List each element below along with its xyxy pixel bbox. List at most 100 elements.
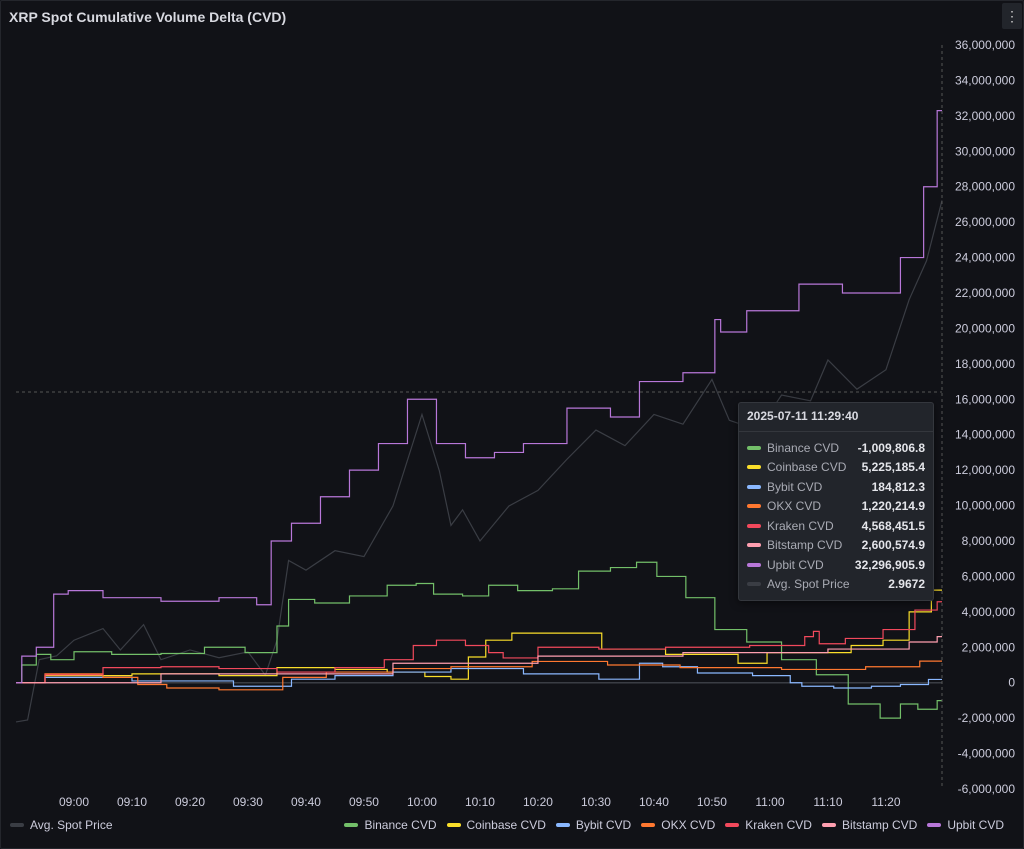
x-tick-label: 10:00 xyxy=(407,795,437,809)
legend-label: Binance CVD xyxy=(364,818,437,832)
series-swatch xyxy=(747,582,761,587)
y-tick-label: 34,000,000 xyxy=(955,73,1015,87)
x-tick-label: 10:40 xyxy=(639,795,669,809)
y-tick-label: 10,000,000 xyxy=(955,499,1015,513)
x-tick-label: 10:30 xyxy=(581,795,611,809)
tooltip-series-value: 2,600,574.9 xyxy=(861,538,925,553)
y-tick-label: 32,000,000 xyxy=(955,109,1015,123)
tooltip-series-name: Coinbase CVD xyxy=(767,460,847,475)
tooltip-row: Binance CVD -1,009,806.8 xyxy=(739,438,933,458)
series-swatch xyxy=(747,504,761,509)
tooltip-series-name: Bybit CVD xyxy=(767,479,823,494)
y-tick-label: 14,000,000 xyxy=(955,428,1015,442)
x-tick-label: 09:00 xyxy=(59,795,89,809)
y-tick-label: 36,000,000 xyxy=(955,38,1015,52)
legend-swatch xyxy=(446,823,461,827)
series-line-okx-cvd xyxy=(16,660,942,691)
tooltip-series-name: OKX CVD xyxy=(767,499,822,514)
legend-label: Bitstamp CVD xyxy=(841,818,918,832)
y-tick-label: 20,000,000 xyxy=(955,321,1015,335)
legend-swatch xyxy=(10,823,24,827)
tooltip-row: Bybit CVD 184,812.3 xyxy=(739,477,933,497)
series-swatch xyxy=(747,543,761,548)
y-tick-label: 12,000,000 xyxy=(955,463,1015,477)
y-tick-label: 18,000,000 xyxy=(955,357,1015,371)
y-tick-label: 2,000,000 xyxy=(962,640,1016,654)
x-tick-label: 10:20 xyxy=(523,795,553,809)
tooltip-series-name: Bitstamp CVD xyxy=(767,538,843,553)
tooltip-series-name: Upbit CVD xyxy=(767,557,824,572)
x-tick-label: 09:10 xyxy=(117,795,147,809)
legend-item[interactable]: OKX CVD xyxy=(641,818,715,832)
series-line-avg-spot-price xyxy=(15,200,943,723)
legend-right: Binance CVD Coinbase CVD Bybit CVD OKX CVD K… xyxy=(334,818,1004,832)
legend-swatch xyxy=(821,823,836,827)
legend-item[interactable]: Upbit CVD xyxy=(927,818,1004,832)
panel-title: XRP Spot Cumulative Volume Delta (CVD) xyxy=(9,9,287,25)
legend-label: Bybit CVD xyxy=(575,818,632,832)
series-line-bybit-cvd xyxy=(16,662,942,689)
legend-swatch xyxy=(555,823,570,827)
x-tick-label: 09:20 xyxy=(175,795,205,809)
tooltip-series-name: Kraken CVD xyxy=(767,518,834,533)
y-tick-label: 26,000,000 xyxy=(955,215,1015,229)
tooltip-series-name: Avg. Spot Price xyxy=(767,577,850,592)
x-tick-label: 11:00 xyxy=(755,795,784,809)
series-line-kraken-cvd xyxy=(16,601,942,684)
series-swatch xyxy=(747,465,761,470)
legend-item-avg-spot-price[interactable]: Avg. Spot Price xyxy=(10,818,113,832)
y-tick-label: 22,000,000 xyxy=(955,286,1015,300)
tooltip-series-value: 2.9672 xyxy=(888,577,925,592)
tooltip-series-value: -1,009,806.8 xyxy=(857,440,925,455)
series-line-upbit-cvd xyxy=(16,109,942,684)
legend-label: Kraken CVD xyxy=(745,818,812,832)
series-swatch xyxy=(747,523,761,528)
tooltip-row: Avg. Spot Price 2.9672 xyxy=(739,575,933,595)
x-tick-label: 11:10 xyxy=(813,795,842,809)
y-tick-label: 24,000,000 xyxy=(955,251,1015,265)
series-line-bitstamp-cvd xyxy=(16,636,942,684)
series-line-binance-cvd xyxy=(16,561,942,719)
tooltip-row: Kraken CVD 4,568,451.5 xyxy=(739,516,933,536)
legend-swatch xyxy=(927,823,942,827)
legend-swatch xyxy=(725,823,740,827)
y-tick-label: 28,000,000 xyxy=(955,180,1015,194)
legend-item[interactable]: Kraken CVD xyxy=(725,818,812,832)
y-tick-label: 4,000,000 xyxy=(962,605,1016,619)
x-tick-label: 11:20 xyxy=(871,795,900,809)
x-tick-label: 09:30 xyxy=(233,795,263,809)
legend-label: Coinbase CVD xyxy=(466,818,546,832)
legend-label: Avg. Spot Price xyxy=(30,818,113,832)
legend-label: OKX CVD xyxy=(661,818,716,832)
y-tick-label: 0 xyxy=(1008,676,1015,690)
panel-menu-button[interactable]: ⋮ xyxy=(1002,3,1022,29)
tooltip-series-name: Binance CVD xyxy=(767,440,840,455)
legend-left: Avg. Spot Price xyxy=(10,818,113,832)
tooltip-series-value: 184,812.3 xyxy=(871,479,925,494)
legend-swatch xyxy=(641,823,656,827)
y-tick-label: 6,000,000 xyxy=(962,569,1016,583)
x-tick-label: 09:40 xyxy=(291,795,321,809)
x-tick-label: 10:10 xyxy=(465,795,495,809)
legend-item[interactable]: Binance CVD xyxy=(344,818,437,832)
legend-item[interactable]: Bybit CVD xyxy=(555,818,632,832)
y-tick-label: -4,000,000 xyxy=(958,747,1016,761)
tooltip-row: OKX CVD 1,220,214.9 xyxy=(739,497,933,517)
tooltip-row: Coinbase CVD 5,225,185.4 xyxy=(739,458,933,478)
y-tick-label: -2,000,000 xyxy=(958,711,1016,725)
legend-item[interactable]: Coinbase CVD xyxy=(446,818,546,832)
legend-swatch xyxy=(344,823,359,827)
tooltip-row: Upbit CVD 32,296,905.9 xyxy=(739,555,933,575)
series-swatch xyxy=(747,484,761,489)
tooltip-series-value: 32,296,905.9 xyxy=(854,557,925,572)
vertical-ellipsis-icon: ⋮ xyxy=(1005,8,1019,24)
y-tick-label: 8,000,000 xyxy=(962,534,1016,548)
y-tick-label: -6,000,000 xyxy=(958,782,1016,796)
tooltip-series-value: 1,220,214.9 xyxy=(861,499,925,514)
x-tick-label: 10:50 xyxy=(697,795,727,809)
y-tick-label: 30,000,000 xyxy=(955,144,1015,158)
tooltip-series-value: 4,568,451.5 xyxy=(861,518,925,533)
legend-item[interactable]: Bitstamp CVD xyxy=(821,818,918,832)
series-swatch xyxy=(747,445,761,450)
